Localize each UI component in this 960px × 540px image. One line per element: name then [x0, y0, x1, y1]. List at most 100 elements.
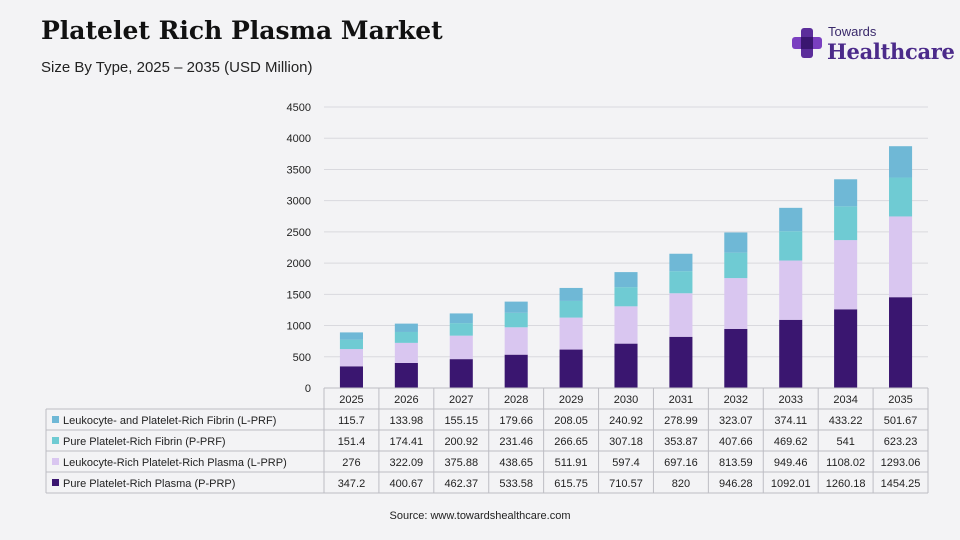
logo-top-text: Towards — [828, 24, 877, 39]
bar-segment — [779, 231, 803, 261]
bar-segment — [504, 301, 528, 313]
y-tick-label: 2500 — [287, 227, 311, 239]
x-tick-label: 2028 — [504, 394, 528, 406]
x-tick-label: 2026 — [394, 394, 418, 406]
bar-segment — [614, 272, 638, 288]
data-label: 1108.02 — [826, 457, 865, 469]
data-label: 353.87 — [664, 436, 698, 448]
bar-segment — [614, 306, 638, 344]
bar-segment — [394, 362, 418, 388]
bar-segment — [834, 179, 858, 207]
data-label: 115.7 — [338, 415, 365, 427]
data-label: 174.41 — [390, 436, 424, 448]
bar-segment — [559, 317, 583, 350]
data-label: 615.75 — [554, 478, 588, 490]
data-label: 511.91 — [555, 457, 588, 469]
bar-segment — [339, 366, 363, 388]
y-tick-label: 500 — [293, 352, 311, 364]
bar-segment — [779, 319, 803, 388]
y-tick-label: 2000 — [287, 258, 311, 270]
x-tick-label: 2032 — [724, 394, 748, 406]
bar-segment — [449, 323, 473, 336]
legend-swatch — [52, 437, 59, 444]
x-tick-label: 2034 — [833, 394, 857, 406]
data-label: 323.07 — [719, 415, 753, 427]
bar-segment — [834, 309, 858, 388]
y-tick-label: 1000 — [287, 321, 311, 333]
logo-main-text: Healthcare — [827, 39, 955, 64]
data-label: 347.2 — [338, 478, 366, 490]
brand-logo: Towards Healthcare — [790, 24, 955, 64]
data-label: 433.22 — [829, 415, 863, 427]
data-label: 813.59 — [719, 457, 753, 469]
bar-segment — [339, 339, 363, 350]
data-label: 949.46 — [774, 457, 808, 469]
legend-swatch — [52, 479, 59, 486]
y-tick-label: 3500 — [287, 164, 311, 176]
y-tick-label: 4500 — [287, 102, 311, 114]
data-label: 276 — [342, 457, 360, 469]
data-label: 307.18 — [609, 436, 643, 448]
bar-segment — [724, 278, 748, 329]
bar-segment — [394, 323, 418, 332]
data-label: 266.65 — [554, 436, 588, 448]
data-label: 623.23 — [884, 436, 918, 448]
data-label: 1293.06 — [881, 457, 921, 469]
data-label: 322.09 — [390, 457, 424, 469]
bar-segment — [559, 287, 583, 301]
x-tick-label: 2025 — [339, 394, 363, 406]
data-label: 407.66 — [719, 436, 753, 448]
bar-segment — [669, 293, 693, 337]
data-label: 200.92 — [444, 436, 478, 448]
bar-segment — [889, 146, 913, 178]
bar-segment — [889, 216, 913, 298]
bar-segment — [669, 253, 693, 272]
medical-cross-icon — [792, 28, 822, 58]
data-label: 231.46 — [499, 436, 533, 448]
bar-segment — [834, 240, 858, 310]
bar-segment — [449, 313, 473, 324]
legend-swatch — [52, 416, 59, 423]
x-tick-label: 2033 — [778, 394, 802, 406]
bar-segment — [669, 271, 693, 294]
data-label: 946.28 — [719, 478, 753, 490]
legend-swatch — [52, 458, 59, 465]
data-label: 1260.18 — [826, 478, 866, 490]
x-tick-label: 2031 — [669, 394, 693, 406]
bar-segment — [559, 349, 583, 388]
y-tick-label: 3000 — [287, 196, 311, 208]
bar-segment — [394, 342, 418, 363]
data-label: 133.98 — [390, 415, 424, 427]
legend-label: Pure Platelet-Rich Plasma (P-PRP) — [63, 478, 235, 490]
y-tick-label: 1500 — [287, 289, 311, 301]
bar-segment — [834, 206, 858, 241]
page-subtitle: Size By Type, 2025 – 2035 (USD Million) — [41, 59, 313, 76]
page-title: Platelet Rich Plasma Market — [41, 16, 443, 45]
y-tick-label: 0 — [305, 383, 311, 395]
source-note: Source: www.towardshealthcare.com — [389, 510, 571, 522]
data-label: 179.66 — [499, 415, 533, 427]
data-label: 278.99 — [664, 415, 698, 427]
bar-segment — [669, 336, 693, 388]
data-label: 697.16 — [664, 457, 698, 469]
x-tick-label: 2029 — [559, 394, 583, 406]
data-label: 155.15 — [444, 415, 478, 427]
data-label: 1454.25 — [881, 478, 921, 490]
data-label: 462.37 — [444, 478, 478, 490]
data-label: 501.67 — [884, 415, 918, 427]
data-label: 597.4 — [612, 457, 640, 469]
bar-segment — [394, 331, 418, 343]
bar-segment — [504, 354, 528, 388]
data-label: 374.11 — [774, 415, 807, 427]
bar-segment — [504, 312, 528, 328]
bar-segment — [339, 332, 363, 340]
bar-segment — [614, 343, 638, 388]
x-tick-label: 2027 — [449, 394, 473, 406]
legend-label: Leukocyte- and Platelet-Rich Fibrin (L-P… — [63, 415, 276, 427]
data-label: 375.88 — [444, 457, 478, 469]
data-label: 438.65 — [499, 457, 533, 469]
bar-segment — [449, 359, 473, 388]
data-label: 820 — [672, 478, 690, 490]
bar-segment — [449, 335, 473, 360]
